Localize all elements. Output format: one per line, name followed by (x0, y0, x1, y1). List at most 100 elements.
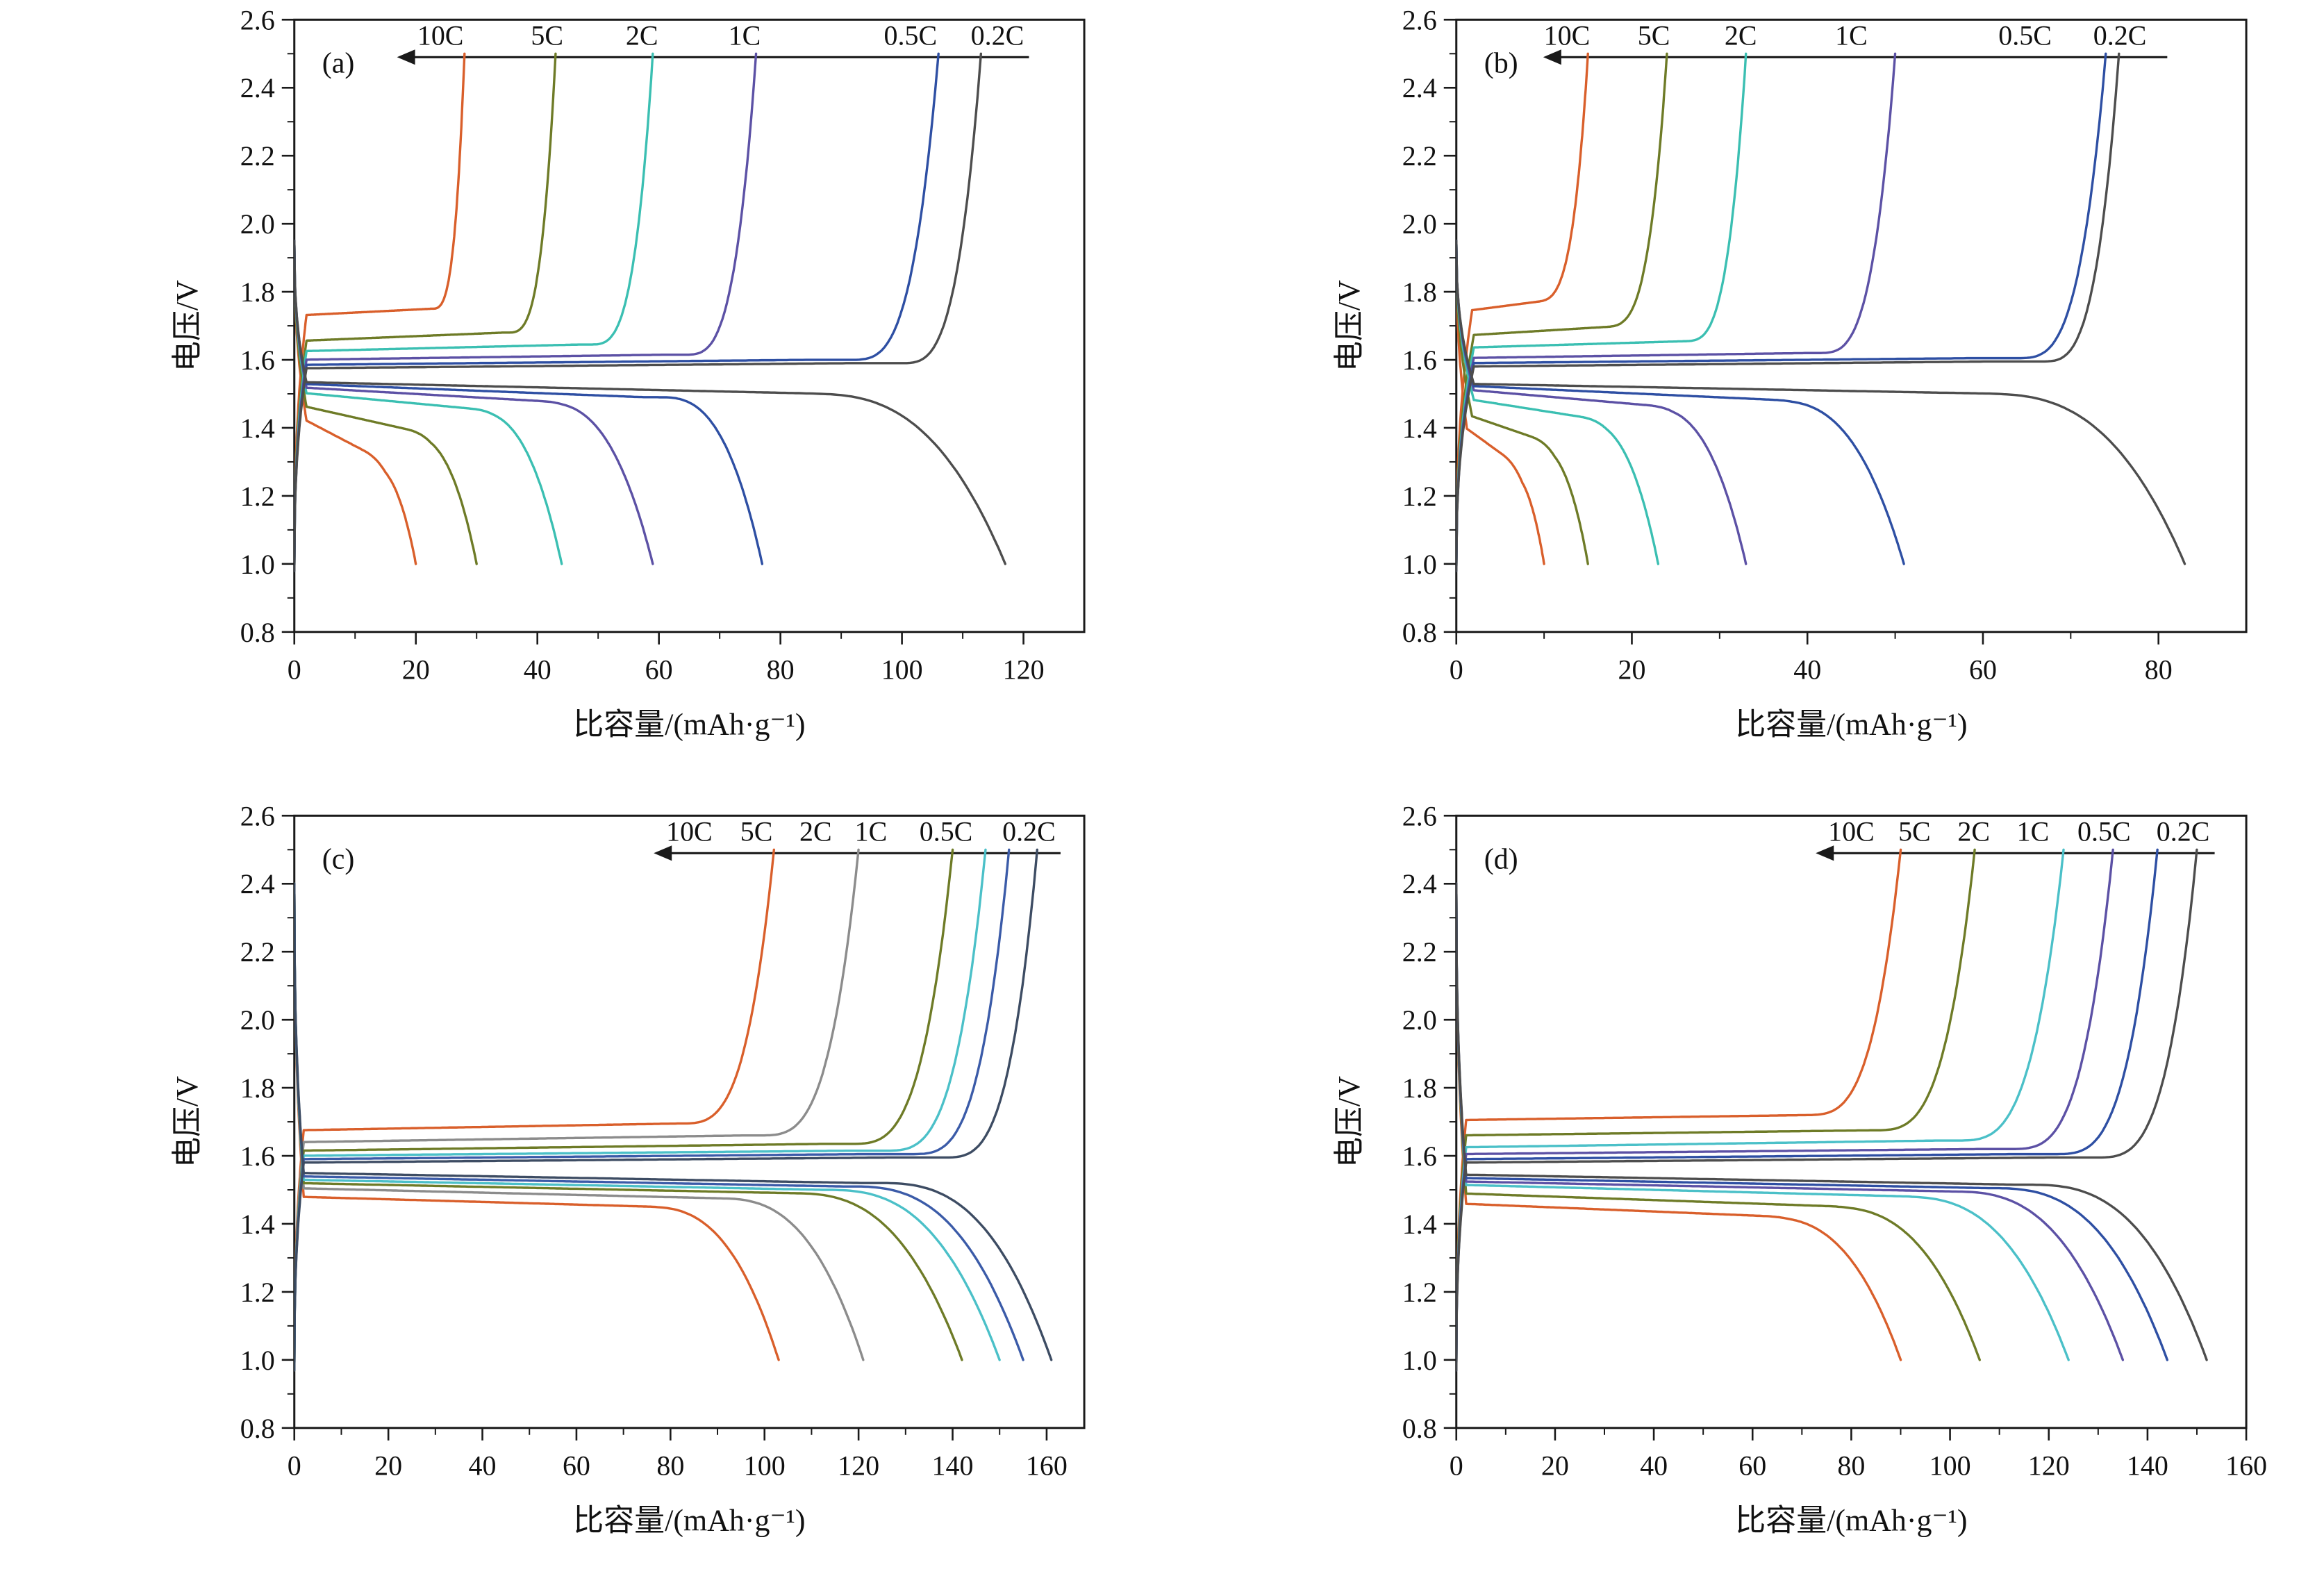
y-tick-label: 1.0 (1402, 1345, 1437, 1376)
curve-b-0.5C-discharge (1456, 240, 1905, 565)
y-tick-label: 1.4 (240, 1209, 275, 1240)
rate-label-0.2C: 0.2C (971, 19, 1024, 51)
y-tick-label: 2.0 (240, 1004, 275, 1036)
curve-a-10C-charge (294, 52, 466, 572)
curve-c-1C-charge (294, 848, 987, 1372)
curve-b-1C-discharge (1456, 240, 1748, 565)
y-tick-label: 2.4 (240, 868, 275, 899)
curve-d-0.2C-charge (1456, 848, 2198, 1372)
rate-label-0.2C: 0.2C (1002, 815, 1056, 847)
curve-b-0.2C-discharge (1456, 240, 2186, 565)
y-tick-label: 1.4 (1402, 413, 1437, 444)
y-tick-label: 2.6 (1402, 800, 1437, 831)
x-tick-label: 120 (838, 1450, 879, 1482)
y-tick-label: 1.8 (240, 276, 275, 308)
y-tick-label: 2.6 (240, 4, 275, 35)
x-axis-label: 比容量/(mAh·g⁻¹) (573, 1504, 805, 1538)
y-tick-label: 1.2 (1402, 1277, 1437, 1308)
curve-a-2C-discharge (294, 240, 563, 565)
curve-a-0.2C-charge (294, 52, 983, 572)
y-tick-label: 1.4 (240, 413, 275, 444)
curve-c-5C-charge (294, 848, 860, 1372)
rate-label-10C: 10C (1544, 19, 1591, 51)
panel-letter-label: (c) (322, 843, 355, 875)
x-tick-label: 140 (2127, 1450, 2168, 1482)
y-tick-label: 1.6 (240, 345, 275, 376)
curve-c-0.5C-discharge (294, 882, 1024, 1361)
curve-c-1C-discharge (294, 882, 1001, 1361)
rate-label-0.2C: 0.2C (2093, 19, 2147, 51)
panel-letter-label: (a) (322, 47, 355, 79)
y-tick-label: 1.8 (240, 1072, 275, 1104)
panel-letter-label: (d) (1484, 843, 1518, 875)
curve-c-2C-discharge (294, 882, 963, 1361)
x-tick-label: 160 (1026, 1450, 1068, 1482)
rate-label-10C: 10C (417, 19, 464, 51)
x-tick-label: 0 (1450, 654, 1463, 686)
y-tick-label: 1.6 (1402, 345, 1437, 376)
curve-c-10C-discharge (294, 882, 780, 1361)
y-tick-label: 1.6 (1402, 1141, 1437, 1172)
rate-label-2C: 2C (1957, 815, 1990, 847)
x-tick-label: 80 (1837, 1450, 1865, 1482)
y-tick-label: 2.2 (1402, 936, 1437, 968)
curve-b-5C-discharge (1456, 240, 1589, 565)
curve-d-5C-discharge (1456, 882, 1981, 1361)
y-tick-label: 1.0 (240, 1345, 275, 1376)
x-tick-label: 60 (563, 1450, 590, 1482)
x-tick-label: 80 (767, 654, 795, 686)
rate-label-5C: 5C (1638, 19, 1670, 51)
x-tick-label: 40 (1640, 1450, 1668, 1482)
x-tick-label: 100 (1929, 1450, 1971, 1482)
x-tick-label: 100 (744, 1450, 786, 1482)
y-tick-label: 2.2 (1402, 140, 1437, 172)
x-tick-label: 160 (2225, 1450, 2267, 1482)
y-tick-label: 0.8 (240, 1413, 275, 1444)
panel-b: 0.8 1.0 1.2 1.4 1.6 1.8 2.0 2.2 2.4 2.6 0 20 40 60 80 比… (1162, 0, 2324, 796)
curve-c-0.5C-charge (294, 848, 1011, 1372)
curve-d-2C-discharge (1456, 882, 2070, 1361)
y-tick-label: 0.8 (1402, 1413, 1437, 1444)
curve-b-10C-discharge (1456, 240, 1545, 565)
curve-a-2C-charge (294, 52, 654, 572)
curve-b-2C-charge (1456, 52, 1748, 572)
y-tick-label: 1.6 (240, 1141, 275, 1172)
y-axis-label: 电压/V (1332, 280, 1366, 372)
y-tick-label: 1.4 (1402, 1209, 1437, 1240)
curve-a-10C-discharge (294, 240, 417, 565)
x-tick-label: 20 (1618, 654, 1646, 686)
plot-frame (293, 18, 1086, 633)
curves-group (1456, 848, 2208, 1372)
rate-label-2C: 2C (799, 815, 832, 847)
curve-d-2C-charge (1456, 848, 2065, 1372)
rate-label-1C: 1C (1835, 19, 1868, 51)
y-tick-label: 2.2 (240, 140, 275, 172)
rate-label-0.5C: 0.5C (1998, 19, 2052, 51)
x-tick-label: 80 (2145, 654, 2173, 686)
x-axis-label: 比容量/(mAh·g⁻¹) (573, 708, 805, 742)
y-tick-label: 1.8 (1402, 1072, 1437, 1104)
panel-letter-label: (b) (1484, 47, 1518, 79)
x-tick-label: 0 (288, 654, 301, 686)
x-tick-label: 20 (374, 1450, 402, 1482)
rate-label-1C: 1C (2017, 815, 2050, 847)
x-tick-label: 20 (402, 654, 430, 686)
y-tick-label: 0.8 (1402, 617, 1437, 648)
curve-a-1C-charge (294, 52, 758, 572)
x-axis-label: 比容量/(mAh·g⁻¹) (1735, 708, 1967, 742)
curve-c-2C-charge (294, 848, 954, 1372)
x-tick-label: 40 (524, 654, 551, 686)
curve-d-1C-charge (1456, 848, 2114, 1372)
curve-b-10C-charge (1456, 52, 1589, 572)
curve-b-2C-discharge (1456, 240, 1660, 565)
rate-label-0.5C: 0.5C (884, 19, 938, 51)
x-tick-label: 40 (469, 1450, 497, 1482)
x-tick-label: 60 (1738, 1450, 1766, 1482)
curve-b-5C-charge (1456, 52, 1668, 572)
curve-c-0.2C-discharge (294, 882, 1053, 1361)
rate-label-10C: 10C (666, 815, 713, 847)
plot-frame (1455, 18, 2248, 633)
rate-label-0.2C: 0.2C (2157, 815, 2210, 847)
arrowhead-left-icon (1816, 845, 1834, 861)
plot-frame (293, 814, 1086, 1429)
